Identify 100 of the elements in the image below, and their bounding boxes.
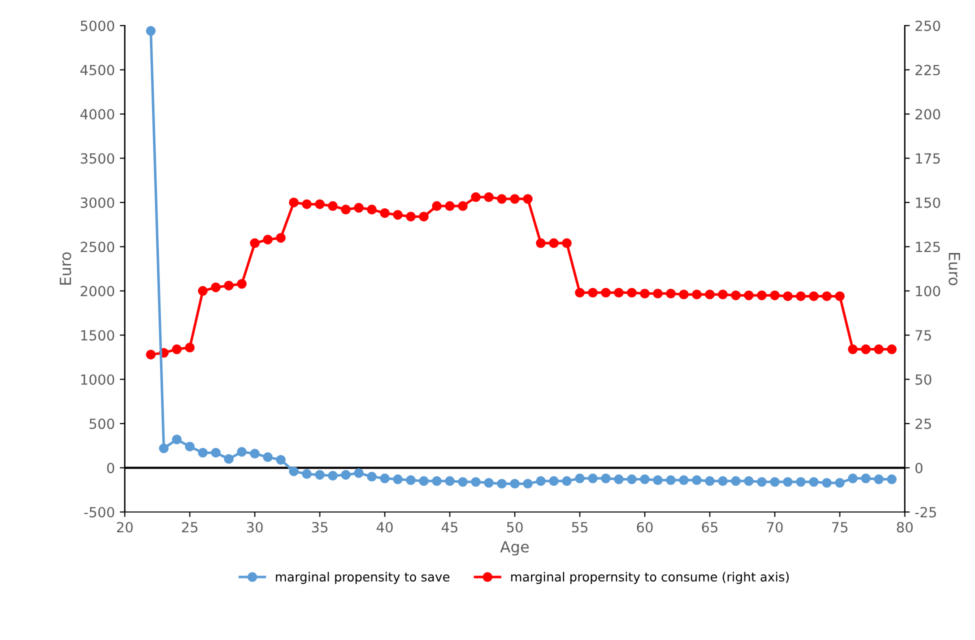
point <box>678 290 689 300</box>
point <box>210 282 221 292</box>
point <box>354 468 364 478</box>
y2-tick-label: 50 <box>916 374 932 385</box>
x-tick-label: 25 <box>182 522 198 532</box>
point <box>548 238 559 248</box>
point <box>328 201 338 211</box>
point <box>718 290 728 300</box>
legend-label: marginal propernsity to consume (right axis) <box>511 572 789 584</box>
y2-axis-title: Euro <box>948 252 960 286</box>
point <box>198 448 208 458</box>
point <box>418 212 429 222</box>
point <box>522 194 533 204</box>
point <box>678 475 689 486</box>
point <box>392 210 403 220</box>
point <box>756 477 767 487</box>
point <box>822 478 832 488</box>
point <box>354 202 364 213</box>
point <box>796 477 806 487</box>
point <box>704 290 715 300</box>
point <box>874 474 884 484</box>
point <box>874 344 884 354</box>
point <box>288 466 299 476</box>
point <box>574 288 585 298</box>
point <box>600 474 611 484</box>
point <box>536 476 546 486</box>
point <box>834 478 845 488</box>
point <box>860 474 871 484</box>
point <box>756 290 767 300</box>
x-tick-label: 75 <box>832 522 848 532</box>
point <box>444 201 455 211</box>
y-tick-label: 2000 <box>80 286 114 296</box>
point <box>406 212 416 222</box>
point <box>692 475 702 486</box>
point <box>418 476 429 486</box>
point <box>718 476 728 486</box>
point <box>224 454 234 464</box>
x-tick-label: 80 <box>896 522 913 532</box>
point <box>184 442 195 452</box>
point <box>458 201 468 211</box>
x-tick-label: 40 <box>376 522 393 532</box>
point <box>380 208 390 218</box>
y2-tick-label: 125 <box>916 242 940 252</box>
y-tick-label: 3000 <box>80 197 114 208</box>
point <box>522 478 533 489</box>
point <box>614 288 624 298</box>
point <box>600 288 611 298</box>
point <box>848 344 858 354</box>
point <box>314 199 325 210</box>
point <box>146 350 156 360</box>
point <box>822 291 832 302</box>
point <box>250 448 260 458</box>
y2-tick-label: 200 <box>916 109 940 120</box>
point <box>172 344 182 354</box>
y2-tick-label: 175 <box>916 153 940 164</box>
point <box>158 443 169 454</box>
point <box>262 234 273 244</box>
x-tick-label: 30 <box>247 522 263 532</box>
y-tick-label: 2500 <box>80 242 114 252</box>
x-tick-label: 55 <box>572 522 588 532</box>
x-tick-label: 65 <box>702 522 718 532</box>
point <box>432 476 442 486</box>
point <box>276 232 286 243</box>
point <box>302 199 312 210</box>
x-axis-title: Age <box>500 541 529 556</box>
point <box>470 477 481 487</box>
point <box>848 474 858 484</box>
point <box>770 290 780 300</box>
point <box>588 474 598 484</box>
point <box>198 286 208 296</box>
point <box>652 288 663 298</box>
y-tick-label: 500 <box>90 418 114 430</box>
point <box>666 475 676 486</box>
point <box>340 470 351 480</box>
y-tick-label: 5000 <box>80 20 114 32</box>
point <box>366 472 377 482</box>
point <box>432 201 442 211</box>
point <box>588 288 598 298</box>
point <box>886 344 897 354</box>
y2-tick-label: 225 <box>916 64 940 76</box>
x-tick-label: 50 <box>507 522 523 532</box>
point <box>744 290 754 300</box>
point <box>730 476 741 486</box>
point <box>340 204 351 214</box>
point <box>510 478 520 489</box>
point <box>496 194 507 204</box>
point <box>626 474 637 484</box>
point <box>484 192 494 202</box>
point <box>808 291 819 302</box>
point <box>834 291 845 302</box>
point <box>744 476 754 486</box>
point <box>146 26 156 36</box>
point <box>548 476 559 486</box>
x-tick-label: 35 <box>312 522 328 532</box>
legend-label: marginal propensity to save <box>276 572 450 584</box>
point <box>808 477 819 487</box>
point <box>796 291 806 302</box>
point <box>444 476 455 486</box>
x-tick-label: 70 <box>767 522 783 532</box>
point <box>172 434 182 444</box>
